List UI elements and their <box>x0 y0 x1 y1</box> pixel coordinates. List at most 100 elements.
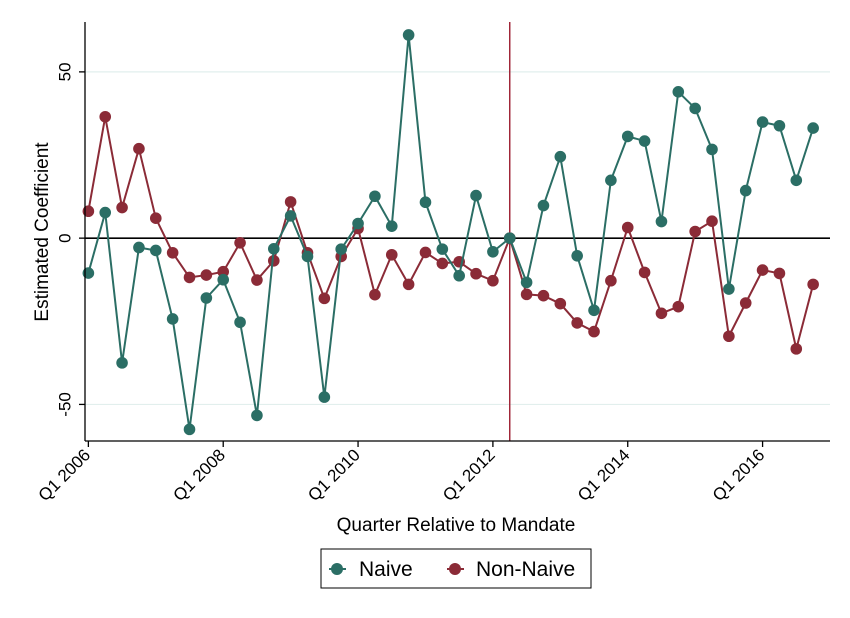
x-axis-title: Quarter Relative to Mandate <box>337 515 576 536</box>
data-point <box>739 184 752 197</box>
data-point <box>453 269 465 282</box>
x-tick-label: Q1 2008 <box>169 445 229 505</box>
series-layer <box>82 29 819 436</box>
x-tick-label: Q1 2012 <box>439 445 499 505</box>
data-point <box>402 29 415 41</box>
data-point <box>200 292 213 304</box>
data-point <box>672 300 685 313</box>
series-naive <box>82 29 819 436</box>
y-tick-label: 0 <box>55 233 74 242</box>
data-point <box>234 237 246 249</box>
y-axis-title: Estimated Coefficient <box>32 142 53 322</box>
data-point <box>133 241 145 254</box>
data-point <box>638 266 651 279</box>
data-point <box>284 196 297 208</box>
data-point <box>183 271 196 284</box>
data-point <box>588 304 600 317</box>
data-point <box>385 220 398 232</box>
data-point <box>739 297 752 309</box>
data-point <box>588 325 600 338</box>
axes <box>84 22 830 442</box>
legend-naive-marker <box>331 563 343 575</box>
data-point <box>267 254 280 267</box>
data-point <box>166 313 179 325</box>
data-point <box>756 264 769 276</box>
x-tick-label: Q1 2010 <box>304 445 364 505</box>
data-point <box>352 217 364 230</box>
data-point <box>82 267 95 279</box>
data-point <box>655 307 668 320</box>
data-point <box>436 257 449 270</box>
data-point <box>773 119 786 132</box>
data-point <box>605 274 617 287</box>
data-point <box>672 86 685 98</box>
data-point <box>385 248 398 261</box>
data-point <box>790 174 803 187</box>
x-tick-label: Q1 2006 <box>35 445 95 505</box>
data-point <box>369 190 381 203</box>
data-point <box>621 130 634 143</box>
grid-layer <box>85 71 830 406</box>
data-point <box>723 330 735 343</box>
legend-non-naive-label: Non-Naive <box>476 558 575 581</box>
data-point <box>554 150 567 163</box>
series-line <box>87 33 815 431</box>
legend: Naive Non-Naive <box>320 548 592 589</box>
data-point <box>116 201 128 214</box>
data-point <box>116 357 128 369</box>
data-point <box>133 142 145 155</box>
data-point <box>166 246 179 259</box>
series-line <box>87 115 815 350</box>
data-point <box>267 242 280 255</box>
data-point <box>520 288 533 301</box>
x-tick-label: Q1 2014 <box>574 445 634 505</box>
data-point <box>723 283 735 295</box>
data-point <box>689 102 701 115</box>
data-point <box>790 343 803 355</box>
data-point <box>217 273 230 286</box>
data-point <box>487 274 499 287</box>
data-point <box>335 243 347 255</box>
data-point <box>318 391 331 403</box>
data-point <box>503 232 516 244</box>
data-point <box>369 288 381 301</box>
data-point <box>706 143 718 156</box>
data-point <box>402 278 415 291</box>
legend-naive-label: Naive <box>359 558 413 581</box>
data-point <box>419 196 432 209</box>
legend-non-naive-marker <box>449 563 461 575</box>
data-point <box>470 267 482 280</box>
data-point <box>251 409 263 422</box>
data-point <box>234 316 246 329</box>
data-point <box>217 265 230 278</box>
data-point <box>554 297 567 310</box>
x-tick-label: Q1 2016 <box>709 445 769 505</box>
data-point <box>621 221 634 234</box>
data-point <box>99 206 112 219</box>
data-point <box>571 249 583 262</box>
data-point <box>520 276 533 289</box>
data-point <box>689 225 701 238</box>
data-point <box>200 269 213 281</box>
data-point <box>82 205 95 218</box>
data-point <box>301 250 314 263</box>
data-point <box>756 116 769 128</box>
data-point <box>807 278 819 291</box>
data-point <box>487 245 499 258</box>
data-point <box>149 244 162 257</box>
data-point <box>470 189 482 202</box>
data-point <box>251 274 263 286</box>
data-point <box>638 135 651 147</box>
tick-labels: -50 0 50 Q1 2006 Q1 2008 Q1 2010 Q1 2012 Q1 201… <box>35 62 769 505</box>
data-point <box>537 199 550 212</box>
data-point <box>284 210 297 222</box>
data-point <box>605 174 617 187</box>
data-point <box>706 215 718 227</box>
data-point <box>318 292 331 305</box>
data-point <box>99 110 112 123</box>
data-point <box>436 243 449 255</box>
data-point <box>149 212 162 224</box>
data-point <box>419 246 432 259</box>
data-point <box>537 289 550 302</box>
